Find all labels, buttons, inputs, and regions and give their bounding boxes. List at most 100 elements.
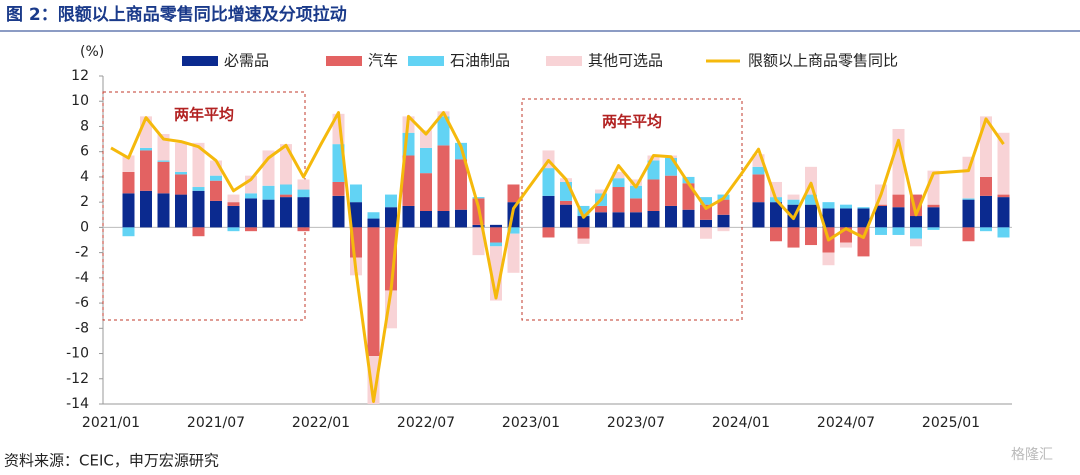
bar [612,171,625,179]
y-tick-label: 6 [80,144,89,160]
bar [192,190,205,228]
bar [227,205,240,228]
bar [647,160,660,180]
bar [980,176,992,196]
bar [892,207,905,228]
bar [700,219,712,228]
x-tick-label: 2021/07 [187,415,245,431]
bar [122,155,135,172]
bar [280,197,292,228]
y-tick-label: 0 [80,219,89,235]
bar [630,179,642,186]
bar [577,227,590,239]
bar [910,238,922,247]
y-tick-label: -4 [75,270,89,286]
legend-label: 石油制品 [450,52,510,70]
bar [210,175,222,181]
annotation: 两年平均 [174,106,234,124]
bar [752,166,765,175]
bar [822,208,835,228]
x-tick-label: 2024/01 [712,415,770,431]
bar [122,227,135,237]
bar [437,116,450,146]
bar [192,227,205,237]
bar [595,205,607,213]
bar [892,227,905,235]
bar [350,184,362,203]
bar [682,209,695,228]
bar [402,155,415,206]
line [110,111,1005,403]
bar [262,185,275,200]
bar [577,205,590,217]
legend-label: 其他可选品 [588,52,663,70]
bar [980,227,992,232]
bar [752,174,765,203]
legend-label: 必需品 [224,52,269,70]
bar [892,194,905,208]
bar [472,197,485,199]
bar [157,161,170,194]
bar [612,187,625,213]
bar [997,227,1010,238]
x-tick-label: 2022/01 [292,415,350,431]
bar [840,242,852,248]
bar [420,210,432,228]
bar [682,176,695,184]
x-tick-label: 2025/01 [922,415,980,431]
bar [787,199,800,205]
bar [875,205,887,228]
bar [875,227,887,235]
bar [542,227,555,238]
bar [577,238,590,244]
bar [787,227,800,248]
bar [490,242,502,247]
bar [227,227,240,232]
bar [280,144,292,185]
bar [402,205,415,228]
bar [332,181,345,196]
bar [437,145,450,211]
bar [332,195,345,228]
bar [367,218,380,228]
y-tick-label: 12 [71,68,89,84]
bar [175,142,187,172]
bar [455,159,467,210]
bar [280,194,292,198]
bar [192,187,205,191]
bar [297,227,310,232]
source: 资料来源：CEIC，申万宏源研究 [4,452,219,470]
annotation: 两年平均 [602,113,662,131]
bar [420,173,432,211]
bar [560,204,572,228]
bar [262,150,275,186]
legend-swatch [546,56,582,66]
bar [805,194,817,205]
bar [630,198,642,213]
bar [245,198,257,228]
bar [507,233,520,273]
bar [560,200,572,205]
legend-swatch [326,56,362,66]
bar [332,144,345,182]
bar [840,204,852,209]
bar [420,147,432,174]
bar [140,150,152,191]
bar [910,216,922,228]
bar [245,227,257,232]
bar [770,227,782,242]
bar [997,132,1010,195]
bar [595,189,607,194]
bar [962,198,975,200]
bar [490,227,502,243]
bar [997,194,1010,198]
x-tick-label: 2023/07 [607,415,665,431]
legend-label: 汽车 [368,52,398,70]
bar [752,202,765,228]
bar [175,194,187,228]
y-tick-label: -12 [66,371,89,387]
bar [367,212,380,219]
bar [472,224,485,228]
bar [297,189,310,198]
